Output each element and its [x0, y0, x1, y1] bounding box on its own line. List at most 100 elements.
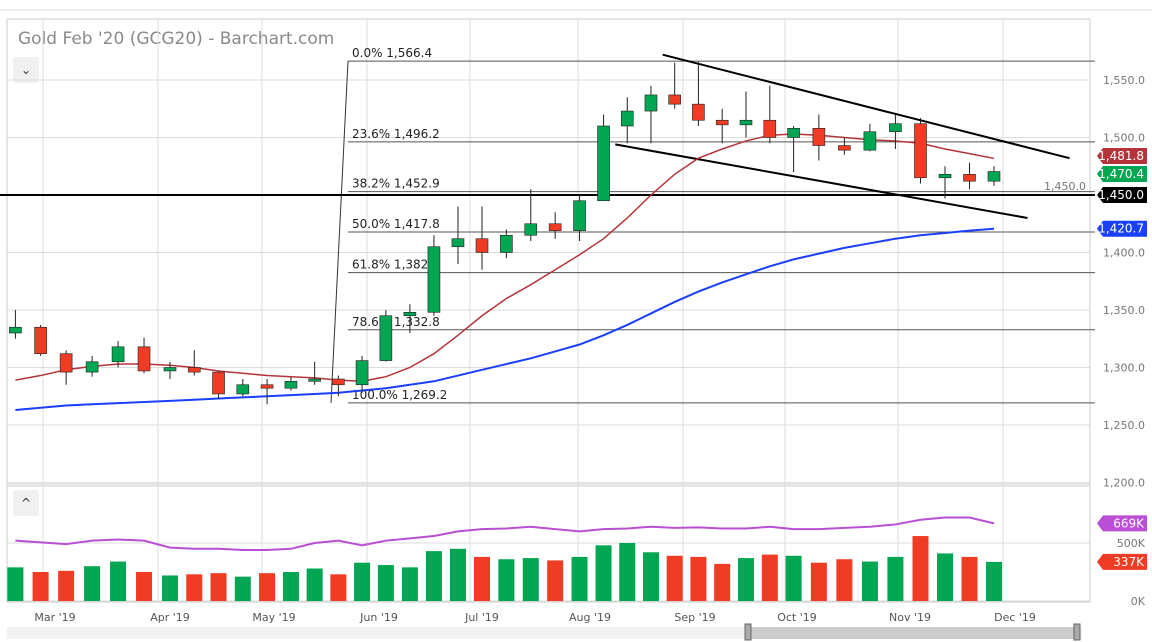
volume-bar: [377, 565, 394, 601]
volume-bar: [186, 574, 203, 601]
x-tick-label: Aug '19: [569, 611, 611, 624]
moving-average-50-line: [15, 133, 995, 383]
candle-body: [715, 119, 729, 126]
volume-bar: [861, 561, 878, 601]
candle-body: [236, 384, 250, 395]
candle-body: [137, 346, 151, 372]
volume-bar: [937, 553, 953, 601]
moving-average-200-line: [15, 227, 995, 412]
candle-body: [787, 128, 800, 138]
volume-badge: [1097, 553, 1147, 570]
candle-body: [427, 246, 441, 313]
candle-body: [692, 103, 705, 121]
candle-body: [987, 171, 1001, 182]
collapse-price-pane-button[interactable]: ⌄: [13, 57, 39, 83]
volume-bar: [449, 548, 466, 601]
x-tick-label: Oct '19: [777, 611, 817, 624]
x-tick-label: Sep '19: [674, 611, 715, 624]
price-badge-label: 1,481.8: [1098, 149, 1144, 163]
volume-bar: [110, 561, 127, 601]
candle-body: [284, 380, 298, 389]
volume-bar: [738, 558, 754, 601]
fibonacci-level-label: 38.2% 1,452.9: [352, 177, 440, 191]
fibonacci-level-label: 50.0% 1,417.8: [352, 217, 440, 231]
y-tick-label: 1,500.0: [1103, 132, 1145, 145]
x-tick-label: Mar '19: [34, 611, 75, 624]
volume-bar: [571, 556, 588, 601]
candle-body: [379, 315, 393, 361]
fibonacci-level-label: 100.0% 1,269.2: [352, 388, 447, 402]
trend-channel-line: [662, 53, 1070, 160]
volume-bar: [32, 572, 49, 601]
volume-tick-label: 0K: [1131, 595, 1146, 608]
x-tick-label: Dec '19: [994, 611, 1036, 624]
volume-bar: [354, 562, 371, 601]
candle-body: [111, 346, 125, 363]
volume-bar: [522, 558, 539, 601]
volume-bar: [234, 576, 251, 601]
price-badge: [1097, 147, 1147, 164]
volume-bar: [666, 555, 683, 601]
volume-bar: [986, 561, 1002, 601]
volume-bar: [714, 563, 731, 601]
candle-body: [524, 223, 538, 236]
volume-bar: [547, 560, 564, 601]
fibonacci-level-label: 61.8% 1,382: [352, 258, 428, 272]
volume-bar: [7, 567, 24, 601]
fibonacci-level-label: 78.6% 1,332.8: [352, 315, 440, 329]
trend-channel-line: [615, 143, 1028, 219]
volume-bar: [836, 559, 853, 601]
x-tick-label: Jul '19: [464, 611, 499, 624]
candle-body: [548, 223, 562, 231]
candle-body: [863, 131, 877, 151]
candle-body: [212, 371, 225, 395]
candle-body: [163, 367, 177, 372]
collapse-volume-pane-button[interactable]: ^: [13, 490, 39, 516]
x-tick-label: May '19: [252, 611, 295, 624]
candle-body: [668, 94, 681, 105]
candle-body: [500, 234, 513, 253]
candle-body: [475, 238, 489, 253]
candle-body: [938, 174, 952, 179]
volume-tick-label: 500K: [1117, 537, 1146, 550]
y-tick-label: 1,550.0: [1103, 74, 1145, 87]
candle-body: [332, 378, 345, 386]
volume-bar: [401, 567, 418, 601]
y-tick-label: 1,450.0: [1044, 180, 1086, 193]
chart-title: Gold Feb '20 (GCG20) - Barchart.com: [18, 29, 335, 49]
volume-bar: [282, 572, 299, 601]
candle-body: [308, 378, 321, 382]
volume-bar: [785, 555, 802, 601]
price-pane-frame: [6, 18, 1091, 485]
scrollbar-thumb[interactable]: [748, 627, 1080, 639]
volume-bar: [498, 559, 515, 601]
candle-body: [763, 119, 777, 138]
y-tick-label: 1,400.0: [1103, 247, 1145, 260]
volume-bar: [474, 556, 490, 601]
volume-bar: [912, 536, 929, 601]
volume-bar: [690, 556, 707, 601]
candle-body: [739, 119, 753, 126]
y-tick-label: 1,300.0: [1103, 362, 1145, 375]
volume-badge-label: 337K: [1113, 555, 1145, 569]
fibonacci-level-label: 0.0% 1,566.4: [352, 46, 432, 60]
y-tick-label: 1,350.0: [1103, 304, 1145, 317]
volume-bar: [210, 573, 227, 601]
candle-body: [451, 238, 465, 248]
scrollbar-handle[interactable]: [1073, 623, 1081, 641]
volume-moving-average-line: [15, 516, 995, 551]
x-tick-label: Nov '19: [889, 611, 931, 624]
volume-bar: [887, 556, 904, 601]
candle-body: [620, 110, 634, 127]
y-tick-label: 1,250.0: [1103, 419, 1145, 432]
volume-bar: [162, 575, 178, 601]
volume-badge-label: 669K: [1113, 516, 1145, 530]
candle-body: [963, 174, 976, 182]
y-tick-label: 1,200.0: [1103, 477, 1145, 490]
x-tick-label: Apr '19: [150, 611, 190, 624]
volume-bar: [619, 543, 636, 601]
candle-body: [403, 311, 417, 317]
price-badge: [1097, 220, 1147, 237]
scrollbar-handle[interactable]: [744, 623, 752, 641]
